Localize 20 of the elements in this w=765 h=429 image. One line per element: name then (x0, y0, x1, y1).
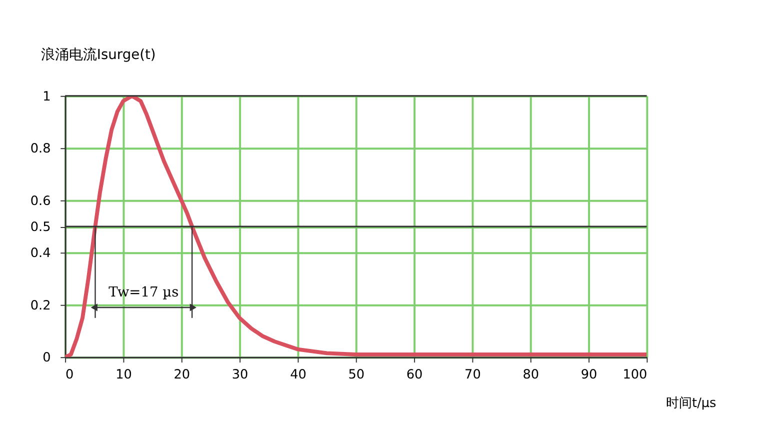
y-tick-label: 0.2 (30, 298, 51, 314)
x-tick-label: 80 (522, 367, 540, 382)
y-tick-label: 0 (42, 350, 51, 366)
x-tick-label: 50 (348, 367, 365, 382)
x-tick-label: 10 (116, 367, 132, 382)
x-tick-label: 90 (580, 367, 598, 382)
x-tick-label: 0 (66, 367, 74, 382)
y-tick-label: 0.4 (30, 246, 51, 262)
y-tick-label: 0.8 (30, 142, 51, 157)
x-tick-label: 40 (290, 367, 306, 382)
x-tick-label: 30 (232, 367, 248, 382)
x-tick-label: 20 (174, 367, 190, 382)
x-axis-title: 时间t/µs (666, 396, 717, 411)
y-tick-label: 0.5 (30, 220, 51, 235)
x-tick-label: 60 (406, 367, 423, 382)
x-tick-label: 100 (622, 367, 648, 382)
y-tick-label: 0.6 (30, 194, 51, 209)
y-axis-title: 浪涌电流Isurge(t) (40, 46, 156, 63)
y-tick-label: 1 (42, 89, 51, 104)
x-tick-label: 70 (464, 367, 481, 382)
